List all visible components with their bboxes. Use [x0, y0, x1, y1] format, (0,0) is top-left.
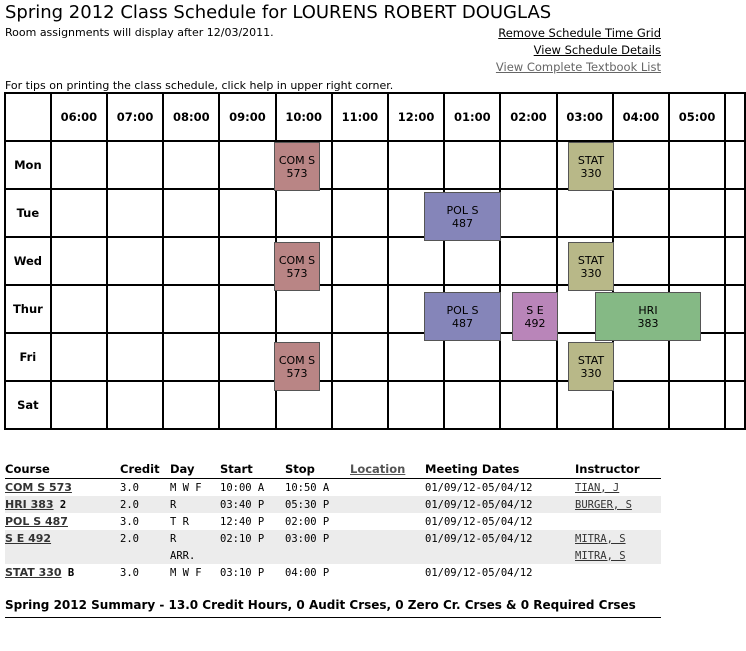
table-row: HRI 383 2 2.0 R 03:40 P 05:30 P 01/09/12…	[5, 496, 661, 513]
time-header: 07:00	[105, 92, 165, 142]
day-row-wed: Wed	[4, 236, 746, 286]
course-link[interactable]: POL S 487	[5, 515, 68, 528]
remove-time-grid-link[interactable]: Remove Schedule Time Grid	[498, 26, 661, 40]
time-header: 01:00	[443, 92, 502, 142]
time-header-row: 06:00 07:00 08:00 09:00 10:00 11:00 12:0…	[4, 92, 746, 142]
course-list: Course Credit Day Start Stop Location Me…	[5, 460, 661, 581]
time-header: 03:00	[555, 92, 614, 142]
day-label: Fri	[4, 332, 52, 382]
schedule-time-grid: 06:00 07:00 08:00 09:00 10:00 11:00 12:0…	[4, 92, 746, 442]
class-block[interactable]: STAT 330	[568, 242, 614, 291]
time-header-overflow	[724, 92, 746, 142]
time-header: 09:00	[218, 92, 277, 142]
class-block[interactable]: POL S 487	[424, 292, 501, 341]
instructor-link[interactable]: MITRA, S	[575, 549, 626, 562]
table-row: ARR. MITRA, S	[5, 547, 661, 564]
day-label: Mon	[4, 140, 52, 190]
time-header: 04:00	[611, 92, 671, 142]
col-instructor: Instructor	[575, 460, 661, 479]
table-row: COM S 573 3.0 M W F 10:00 A 10:50 A 01/0…	[5, 481, 620, 494]
time-header: 02:00	[499, 92, 558, 142]
instructor-link[interactable]: BURGER, S	[575, 498, 632, 511]
time-header: 05:00	[667, 92, 727, 142]
time-header: 10:00	[274, 92, 333, 142]
table-row: S E 492 2.0 R 02:10 P 03:00 P 01/09/12-0…	[5, 530, 661, 547]
time-header: 12:00	[386, 92, 446, 142]
class-block[interactable]: POL S 487	[424, 192, 501, 241]
instructor-link[interactable]: TIAN, J	[575, 481, 620, 494]
col-course: Course	[5, 460, 120, 479]
day-row-tue: Tue	[4, 188, 746, 238]
day-label: Thur	[4, 284, 52, 334]
view-schedule-details-link[interactable]: View Schedule Details	[533, 43, 661, 57]
instructor-link[interactable]: MITRA, S	[575, 532, 626, 545]
corner-cell	[4, 92, 52, 142]
room-assignment-note: Room assignments will display after 12/0…	[5, 26, 274, 39]
col-stop: Stop	[285, 460, 350, 479]
class-block[interactable]: COM S 573	[274, 242, 320, 291]
class-block[interactable]: S E 492	[512, 292, 558, 341]
table-row: POL S 487 3.0 T R 12:40 P 02:00 P 01/09/…	[5, 515, 533, 528]
class-block[interactable]: COM S 573	[274, 342, 320, 391]
col-meeting-dates: Meeting Dates	[425, 460, 575, 479]
course-link[interactable]: STAT 330	[5, 566, 62, 579]
time-header: 11:00	[330, 92, 389, 142]
class-block[interactable]: STAT 330	[568, 142, 614, 191]
day-label: Tue	[4, 188, 52, 238]
course-link[interactable]: COM S 573	[5, 481, 72, 494]
col-credit: Credit	[120, 460, 170, 479]
table-row: STAT 330 B 3.0 M W F 03:10 P 04:00 P 01/…	[5, 566, 533, 579]
time-header: 06:00	[49, 92, 108, 142]
day-row-mon: Mon	[4, 140, 746, 190]
class-block[interactable]: HRI 383	[595, 292, 701, 341]
credit-summary: Spring 2012 Summary - 13.0 Credit Hours,…	[5, 598, 636, 612]
day-row-sat: Sat	[4, 380, 746, 430]
day-label: Wed	[4, 236, 52, 286]
course-link[interactable]: S E 492	[5, 532, 52, 545]
col-location[interactable]: Location	[350, 460, 425, 479]
course-link[interactable]: HRI 383	[5, 498, 54, 511]
view-textbook-list-link[interactable]: View Complete Textbook List	[495, 60, 661, 74]
course-list-header: Course Credit Day Start Stop Location Me…	[5, 460, 661, 479]
class-block[interactable]: STAT 330	[568, 342, 614, 391]
summary-divider	[5, 617, 661, 618]
col-day: Day	[170, 460, 220, 479]
col-start: Start	[220, 460, 285, 479]
printing-tips: For tips on printing the class schedule,…	[5, 79, 394, 92]
day-label: Sat	[4, 380, 52, 430]
class-block[interactable]: COM S 573	[274, 142, 320, 191]
time-header: 08:00	[162, 92, 221, 142]
page-title: Spring 2012 Class Schedule for LOURENS R…	[5, 2, 552, 23]
